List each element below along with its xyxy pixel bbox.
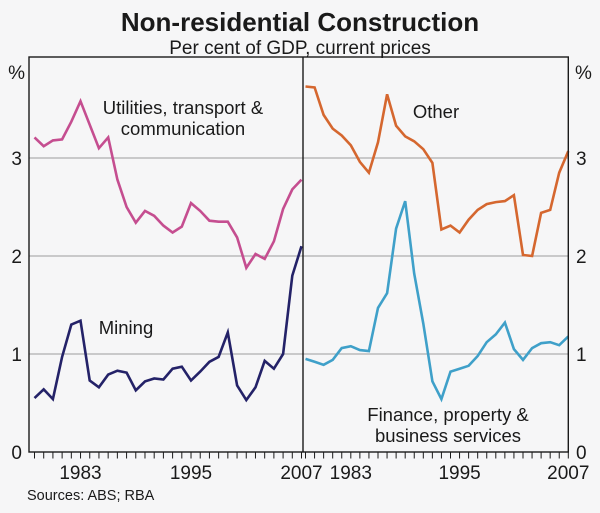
y-unit-label-left: %	[8, 63, 25, 84]
x-axis-ticks	[34, 452, 569, 459]
chart-title: Non-residential Construction	[121, 7, 479, 37]
y-unit-label-right: %	[575, 63, 592, 84]
series-line-finance	[305, 200, 570, 403]
y-tick-right-3: 3	[576, 149, 587, 170]
series-line-mining	[33, 245, 303, 403]
sources-note: Sources: ABS; RBA	[27, 488, 155, 504]
series-label-finance-line2: business services	[375, 425, 521, 446]
y-tick-right-1: 1	[576, 345, 587, 366]
y-tick-left-2: 2	[11, 247, 22, 268]
series-label-finance-line1: Finance, property &	[367, 404, 529, 425]
plot-frame	[28, 56, 569, 453]
y-tick-right-2: 2	[576, 247, 587, 268]
series-line-utilities	[33, 97, 303, 271]
x-axis-label-right-1983: 1983	[330, 463, 372, 484]
x-axis-label-left-1995: 1995	[170, 463, 212, 484]
y-tick-left-1: 1	[11, 345, 22, 366]
y-tick-right-0: 0	[576, 443, 587, 464]
x-axis-label-left-2007: 2007	[280, 463, 322, 484]
x-axis-label-left-1983: 1983	[59, 463, 101, 484]
series-label-utilities-line2: communication	[121, 118, 245, 139]
y-tick-left-0: 0	[11, 443, 22, 464]
series-label-mining: Mining	[99, 317, 154, 338]
series-label-utilities-line1: Utilities, transport &	[103, 97, 264, 118]
x-axis-label-right-2007: 2007	[547, 463, 589, 484]
x-axis-label-right-1995: 1995	[438, 463, 480, 484]
chart-subtitle: Per cent of GDP, current prices	[169, 38, 431, 59]
series-lines	[33, 85, 570, 403]
y-tick-left-3: 3	[11, 149, 22, 170]
series-label-other: Other	[413, 101, 459, 122]
series-line-other	[305, 85, 570, 258]
x-axis-labels: 1983 1995 2007 1983 1995 2007	[59, 463, 589, 484]
